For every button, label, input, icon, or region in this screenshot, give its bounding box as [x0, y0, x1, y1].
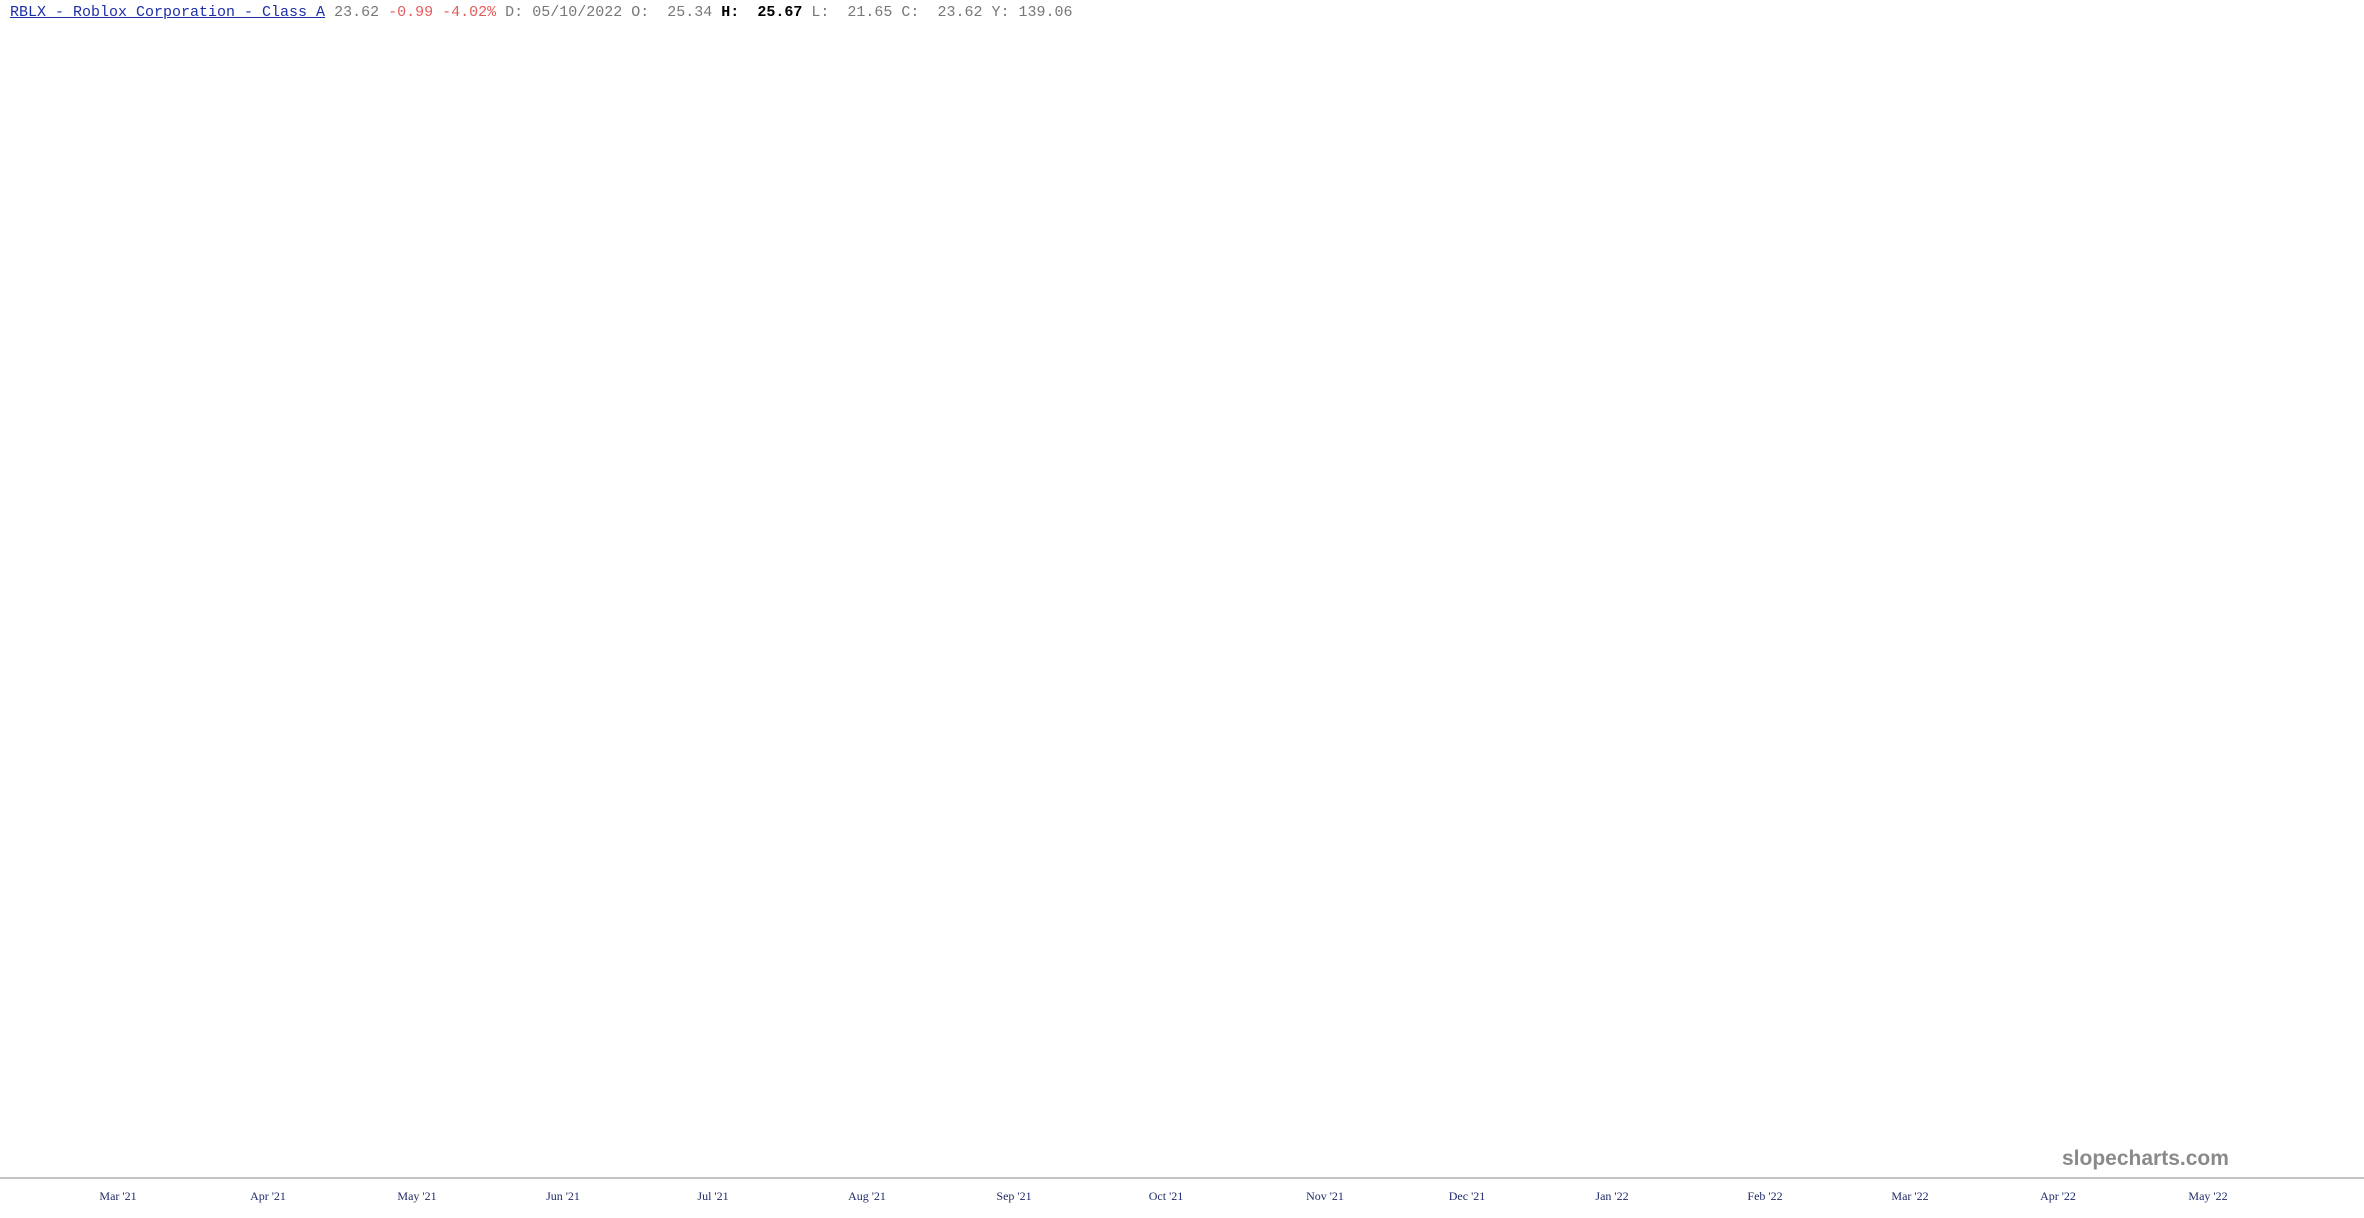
- x-tick-label: Dec '21: [1449, 1189, 1485, 1203]
- x-tick-label: Nov '21: [1306, 1189, 1344, 1203]
- watermark-logo: slopecharts.com: [2062, 1147, 2229, 1170]
- high-label: H:: [721, 4, 740, 21]
- date-label: D:: [505, 4, 524, 21]
- high-value: 25.67: [757, 4, 803, 21]
- date-value: 05/10/2022: [532, 4, 623, 21]
- close-label: C:: [901, 4, 920, 21]
- low-value: 21.65: [847, 4, 893, 21]
- x-tick-label: Jan '22: [1595, 1189, 1628, 1203]
- x-tick-label: May '22: [2188, 1189, 2227, 1203]
- x-tick-label: Jul '21: [697, 1189, 728, 1203]
- open-label: O:: [631, 4, 650, 21]
- quote-header: RBLX - Roblox Corporation - Class A 23.6…: [10, 3, 1073, 23]
- x-tick-label: May '21: [397, 1189, 436, 1203]
- last-price: 23.62: [334, 4, 380, 21]
- year-high-value: 139.06: [1018, 4, 1073, 21]
- year-high-label: Y:: [991, 4, 1010, 21]
- x-tick-label: Sep '21: [996, 1189, 1031, 1203]
- x-tick-label: Oct '21: [1149, 1189, 1184, 1203]
- x-tick-label: Mar '22: [1891, 1189, 1928, 1203]
- x-tick-label: Apr '21: [250, 1189, 286, 1203]
- x-tick-label: Aug '21: [848, 1189, 886, 1203]
- open-value: 25.34: [667, 4, 713, 21]
- close-value: 23.62: [937, 4, 983, 21]
- price-change: -0.99: [388, 4, 434, 21]
- x-tick-label: Jun '21: [546, 1189, 580, 1203]
- x-tick-label: Apr '22: [2040, 1189, 2076, 1203]
- x-tick-label: Mar '21: [99, 1189, 136, 1203]
- ticker-title-link[interactable]: RBLX - Roblox Corporation - Class A: [10, 4, 326, 21]
- x-tick-label: Feb '22: [1747, 1189, 1782, 1203]
- low-label: L:: [811, 4, 830, 21]
- price-change-percent: -4.02%: [442, 4, 497, 21]
